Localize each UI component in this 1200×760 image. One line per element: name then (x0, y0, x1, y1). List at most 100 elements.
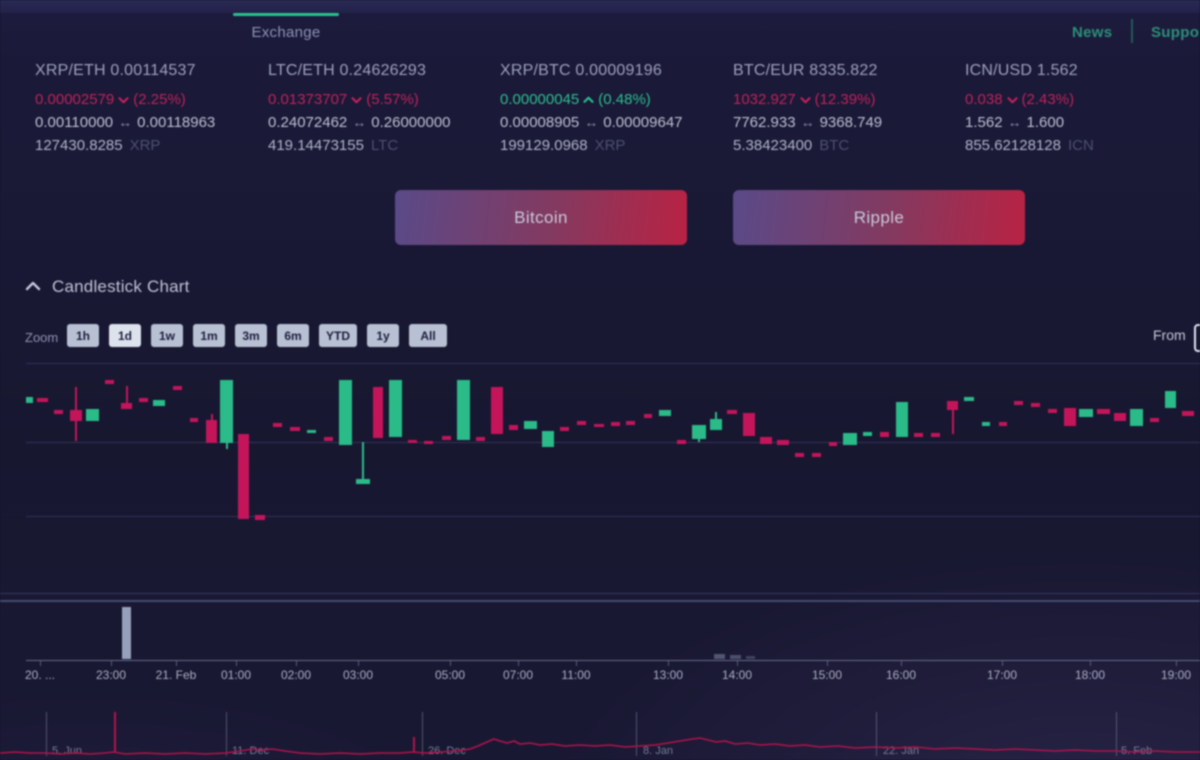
zoom-button-1w[interactable]: 1w (151, 324, 183, 347)
candle[interactable] (37, 398, 48, 402)
candle[interactable] (238, 434, 249, 519)
candle[interactable] (542, 431, 554, 447)
zoom-button-3m[interactable]: 3m (235, 324, 267, 347)
candle[interactable] (290, 427, 300, 431)
candle[interactable] (931, 433, 940, 437)
x-axis-label: 15:00 (811, 668, 843, 682)
zoom-button-1h[interactable]: 1h (67, 324, 99, 347)
candle[interactable] (70, 410, 82, 421)
candle[interactable] (760, 437, 772, 444)
ticker-xrp-eth[interactable]: XRP/ETH 0.00114537 0.00002579 (2.25%) 0.001… (35, 62, 260, 154)
candle[interactable] (914, 433, 923, 437)
volume-value: 5.38423400 (733, 137, 813, 154)
bitcoin-button[interactable]: Bitcoin (395, 190, 687, 245)
candle[interactable] (677, 440, 686, 444)
candle[interactable] (339, 380, 352, 445)
zoom-button-6m[interactable]: 6m (277, 324, 309, 347)
zoom-button-1d[interactable]: 1d (109, 324, 141, 347)
candle[interactable] (153, 400, 165, 406)
candle[interactable] (692, 425, 706, 439)
candle[interactable] (1130, 409, 1143, 426)
topbar (0, 0, 1200, 13)
candle[interactable] (795, 453, 804, 457)
candle[interactable] (626, 421, 635, 425)
candle[interactable] (644, 414, 652, 418)
range-high: 0.26000000 (371, 114, 451, 131)
candle[interactable] (999, 422, 1007, 426)
candle[interactable] (1064, 408, 1076, 426)
candle[interactable] (524, 421, 537, 429)
ticker-btc-eur[interactable]: BTC/EUR 8335.822 1032.927 (12.39%) 7762.933… (733, 62, 958, 154)
candle[interactable] (26, 397, 33, 403)
tab-exchange[interactable]: Exchange (251, 24, 321, 41)
candle[interactable] (1079, 409, 1093, 417)
ticker-icn-usd[interactable]: ICN/USD 1.562 0.038 (2.43%) 1.562 ↔ 1.600 855.… (965, 62, 1190, 154)
candle[interactable] (408, 440, 417, 443)
candle[interactable] (273, 423, 282, 427)
ripple-button[interactable]: Ripple (733, 190, 1025, 245)
ticker-xrp-btc[interactable]: XRP/BTC 0.00009196 0.00000045 (0.48%) 0.000… (500, 62, 725, 154)
candle[interactable] (1097, 409, 1110, 414)
candle[interactable] (743, 413, 755, 436)
candle[interactable] (947, 401, 958, 410)
candle[interactable] (255, 515, 265, 520)
candle[interactable] (307, 430, 316, 433)
candle[interactable] (1165, 391, 1176, 408)
candle[interactable] (577, 421, 586, 425)
candle[interactable] (611, 422, 620, 426)
candle[interactable] (373, 387, 383, 438)
candle[interactable] (843, 433, 857, 445)
collapse-chevron-icon[interactable] (25, 280, 41, 292)
candle[interactable] (594, 424, 604, 427)
candle[interactable] (509, 425, 518, 430)
candle[interactable] (812, 453, 821, 457)
x-axis-label: 02:00 (280, 668, 312, 682)
candle[interactable] (424, 441, 433, 444)
candle[interactable] (863, 432, 872, 436)
chart-gridline (26, 516, 1200, 517)
candle[interactable] (457, 380, 470, 440)
from-date-input[interactable] (1194, 324, 1200, 352)
candle[interactable] (121, 403, 132, 409)
candle[interactable] (139, 398, 148, 402)
candle[interactable] (982, 422, 990, 426)
candle[interactable] (964, 397, 974, 401)
candle[interactable] (356, 479, 370, 484)
candle[interactable] (710, 419, 722, 430)
candle[interactable] (1150, 418, 1159, 422)
candle[interactable] (727, 410, 737, 414)
candle[interactable] (1031, 403, 1040, 407)
candle[interactable] (86, 409, 99, 421)
x-axis-tick (1090, 660, 1091, 666)
candle[interactable] (324, 437, 333, 441)
ticker-ltc-eth[interactable]: LTC/ETH 0.24626293 0.01373707 (5.57%) 0.240… (268, 62, 493, 154)
candle[interactable] (1048, 409, 1057, 413)
candle[interactable] (220, 380, 233, 443)
candle[interactable] (659, 410, 671, 416)
candle[interactable] (896, 402, 908, 437)
candle[interactable] (880, 432, 889, 437)
candle[interactable] (1114, 413, 1126, 421)
candle[interactable] (491, 387, 503, 434)
candle[interactable] (105, 380, 114, 384)
candle[interactable] (777, 440, 789, 445)
nav-link-news[interactable]: News (1072, 24, 1113, 41)
candle[interactable] (54, 410, 63, 414)
zoom-button-ytd[interactable]: YTD (319, 324, 357, 347)
candle[interactable] (476, 437, 485, 441)
candle[interactable] (206, 420, 217, 443)
candle[interactable] (829, 442, 837, 446)
zoom-button-1m[interactable]: 1m (193, 324, 225, 347)
zoom-button-all[interactable]: All (409, 324, 447, 347)
nav-link-support[interactable]: Support (1151, 24, 1200, 41)
candle[interactable] (173, 386, 182, 390)
candle[interactable] (190, 418, 198, 422)
candle[interactable] (389, 380, 402, 437)
candle[interactable] (1014, 401, 1023, 405)
volume-pane-top-line (0, 600, 1200, 602)
zoom-button-1y[interactable]: 1y (367, 324, 399, 347)
candle[interactable] (1182, 411, 1194, 416)
candle[interactable] (442, 436, 451, 440)
candle[interactable] (560, 427, 569, 431)
